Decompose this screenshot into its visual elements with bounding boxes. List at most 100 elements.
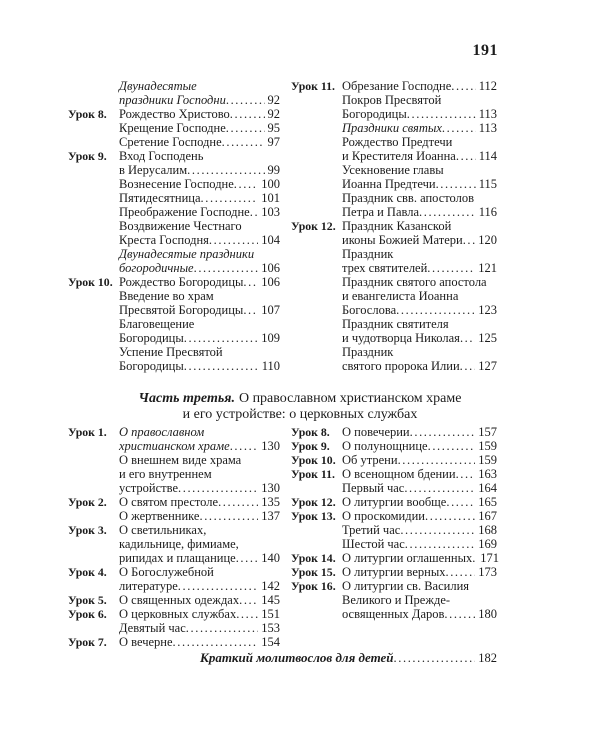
- entry-title: Иоанна Предтечи: [342, 177, 436, 191]
- dot-leader: [187, 163, 264, 177]
- page-ref: 154: [261, 635, 280, 649]
- toc-entry: Великого и Прежде-: [291, 593, 497, 607]
- entry-title: Первый час: [342, 481, 405, 495]
- entry-title: Рождество Предтечи: [342, 135, 453, 149]
- entry-title: освященных Даров: [342, 607, 445, 621]
- page-ref: 142: [261, 579, 280, 593]
- footer-title: Краткий молитвослов для детей: [200, 650, 394, 665]
- entry-title: О жертвеннике: [119, 509, 200, 523]
- page-ref: 135: [261, 495, 280, 509]
- entry-title: устройстве: [119, 481, 178, 495]
- entry-title: и евангелиста Иоанна: [342, 289, 459, 303]
- toc-entry: праздники Господни 92: [68, 93, 280, 107]
- dot-leader: [446, 495, 475, 509]
- entry-title: О священных одеждах: [119, 593, 240, 607]
- entry-title: Праздник святого апостола: [342, 275, 487, 289]
- page-ref: 100: [261, 177, 280, 191]
- lesson-label: Урок 3.: [68, 523, 107, 537]
- page-ref: 104: [261, 233, 280, 247]
- page-ref: 114: [478, 149, 497, 163]
- lesson-label: Урок 12.: [291, 219, 336, 233]
- entry-title: Крещение Господне: [119, 121, 226, 135]
- entry-title: и Крестителя Иоанна: [342, 149, 456, 163]
- dot-leader: [226, 93, 265, 107]
- entry-title: Пресвятой Богородицы: [119, 303, 244, 317]
- dot-leader: [445, 565, 475, 579]
- page-ref: 103: [261, 205, 280, 219]
- entry-title: Об утрени: [342, 453, 398, 467]
- lesson-label: Урок 9.: [68, 149, 107, 163]
- page-ref: 116: [478, 205, 497, 219]
- toc-entry: освященных Даров 180: [291, 607, 497, 621]
- entry-title: Креста Господня: [119, 233, 209, 247]
- toc-entry: Преображение Господне 103: [68, 205, 280, 219]
- page-number: 191: [472, 42, 498, 59]
- dot-leader: [407, 107, 476, 121]
- part-label: Часть третья.: [138, 391, 235, 406]
- entry-title: О вечерне: [119, 635, 173, 649]
- lesson-label: Урок 16.: [291, 579, 336, 593]
- entry-title: Богослова: [342, 303, 397, 317]
- toc-entry: Урок 10. Рождество Богородицы 106: [68, 275, 280, 289]
- entry-title: Сретение Господне: [119, 135, 222, 149]
- entry-title: О церковных службах: [119, 607, 237, 621]
- toc-entry: Богослова 123: [291, 303, 497, 317]
- entry-title: Праздник: [342, 345, 394, 359]
- page-ref: 168: [478, 523, 497, 537]
- entry-title: Пятидесятница: [119, 191, 201, 205]
- lesson-label: Урок 2.: [68, 495, 107, 509]
- page-ref: 106: [261, 261, 280, 275]
- dot-leader: [226, 121, 265, 135]
- entry-title: Девятый час: [119, 621, 186, 635]
- page-ref: 157: [478, 425, 497, 439]
- entry-title: О полунощнице: [342, 439, 428, 453]
- toc-entry: устройстве 130: [68, 481, 280, 495]
- toc-entry: Богородицы 113: [291, 107, 497, 121]
- page-ref: 109: [261, 331, 280, 345]
- dot-leader: [173, 635, 259, 649]
- page-ref: 113: [478, 121, 497, 135]
- toc-entry: Богородицы 110: [68, 359, 280, 373]
- dot-leader: [201, 191, 259, 205]
- toc-entry: трех святителей 121: [291, 261, 497, 275]
- page-ref: 95: [267, 121, 281, 135]
- page-ref: 159: [478, 453, 497, 467]
- dot-leader: [230, 107, 265, 121]
- dot-leader: [394, 651, 476, 665]
- dot-leader: [178, 579, 258, 593]
- toc-entry: Урок 5. О священных одеждах 145: [68, 593, 280, 607]
- entry-title: Двунадесятые: [119, 79, 197, 93]
- page-ref: 123: [478, 303, 497, 317]
- lesson-label: Урок 1.: [68, 425, 107, 439]
- dot-leader: [239, 593, 258, 607]
- entry-title: иконы Божией Матери: [342, 233, 463, 247]
- page-ref: 167: [478, 509, 497, 523]
- entry-title: О всенощном бдении: [342, 467, 456, 481]
- dot-leader: [230, 439, 259, 453]
- page-ref: 121: [478, 261, 497, 275]
- part-three-heading: Часть третья. О православном христианском…: [0, 391, 600, 422]
- dot-leader: [442, 121, 476, 135]
- lesson-label: Урок 9.: [291, 439, 330, 453]
- toc-entry: Урок 12. О литургии вообще 165: [291, 495, 497, 509]
- page-ref: 173: [478, 565, 497, 579]
- entry-title: Праздник свв. апостолов: [342, 191, 475, 205]
- toc-entry: Урок 15. О литургии верных 173: [291, 565, 497, 579]
- toc-entry: Урок 2. О святом престоле 135: [68, 495, 280, 509]
- footer-entry: Краткий молитвослов для детей 182: [200, 650, 497, 666]
- toc-entry: Шестой час 169: [291, 537, 497, 551]
- page-ref: 169: [478, 537, 497, 551]
- lesson-label: Урок 11.: [291, 79, 335, 93]
- toc-entry: в Иерусалим 99: [68, 163, 280, 177]
- toc-entry: Праздник святителя: [291, 317, 497, 331]
- page-ref: 130: [261, 481, 280, 495]
- entry-title: О святом престоле: [119, 495, 219, 509]
- page-ref: 127: [478, 359, 497, 373]
- entry-title: Праздники святых: [342, 121, 442, 135]
- toc-entry: и его внутреннем: [68, 467, 280, 481]
- toc-entry: Крещение Господне 95: [68, 121, 280, 135]
- lesson-label: Урок 13.: [291, 509, 336, 523]
- page-ref: 97: [267, 135, 281, 149]
- toc-entry: Урок 13. О проскомидии 167: [291, 509, 497, 523]
